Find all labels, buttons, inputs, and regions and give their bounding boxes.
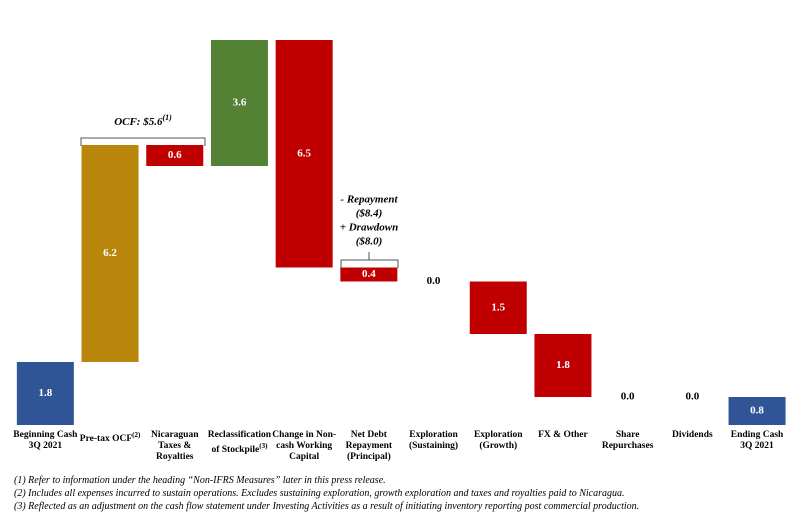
value-label: 0.0 xyxy=(427,275,441,287)
category-text: Change in Non-cash Working Capital xyxy=(272,430,337,462)
footnote: (2) Includes all expenses incurred to su… xyxy=(14,488,625,499)
debt-bracket xyxy=(340,259,399,268)
x-tick-label: Dividends xyxy=(659,430,725,441)
category-text: Nicaraguan Taxes & Royalties xyxy=(151,430,199,462)
x-tick-label: Ending Cash 3Q 2021 xyxy=(724,430,790,452)
x-tick-label: Reclassification of Stockpile(3) xyxy=(206,430,272,456)
category-text: Share Repurchases xyxy=(601,430,654,451)
bar xyxy=(728,397,786,425)
x-tick-label: Exploration (Sustaining) xyxy=(401,430,467,452)
category-text: Beginning Cash 3Q 2021 xyxy=(13,430,78,451)
bar xyxy=(81,145,139,362)
category-text: Net Debt Repayment (Principal) xyxy=(345,430,393,462)
x-tick-label: Pre-tax OCF(2) xyxy=(77,430,143,445)
value-label: 1.8 xyxy=(38,387,52,399)
value-label: 0.6 xyxy=(168,149,182,161)
x-tick-label: Nicaraguan Taxes & Royalties xyxy=(142,430,208,463)
category-text: Exploration (Sustaining) xyxy=(408,430,459,451)
bar xyxy=(469,281,527,334)
x-tick-label: FX & Other xyxy=(530,430,596,441)
ocf-label: OCF: $5.6(1) xyxy=(114,113,172,128)
bar xyxy=(16,362,74,425)
value-label: 0.4 xyxy=(362,268,376,280)
debt-line: + Drawdown xyxy=(340,222,399,234)
value-label: 1.8 xyxy=(556,359,570,371)
footnote: (1) Refer to information under the headi… xyxy=(14,475,386,486)
value-label: 3.6 xyxy=(233,97,247,109)
footnote: (3) Reflected as an adjustment on the ca… xyxy=(14,501,640,512)
value-label: 6.2 xyxy=(103,247,117,259)
value-label: 0.0 xyxy=(621,391,635,403)
category-text: Dividends xyxy=(672,430,713,440)
debt-line: - Repayment xyxy=(340,194,398,206)
category-note: (2) xyxy=(132,431,141,439)
bar xyxy=(340,267,398,282)
category-text: Exploration (Growth) xyxy=(473,430,523,451)
category-text: Ending Cash 3Q 2021 xyxy=(730,430,784,451)
value-label: 0.8 xyxy=(750,405,764,417)
category-text: Pre-tax OCF xyxy=(79,434,133,445)
value-label: 6.5 xyxy=(297,147,311,159)
x-tick-label: Net Debt Repayment (Principal) xyxy=(336,430,402,463)
bar xyxy=(210,40,268,166)
bar xyxy=(146,145,204,166)
x-tick-label: Beginning Cash 3Q 2021 xyxy=(12,430,78,452)
ocf-note: (1) xyxy=(162,113,172,122)
category-note: (3) xyxy=(259,442,268,450)
category-text: Reclassification of Stockpile xyxy=(207,430,272,456)
debt-line: ($8.4) xyxy=(356,208,383,220)
value-label: 0.0 xyxy=(685,391,699,403)
x-tick-label: Share Repurchases xyxy=(595,430,661,452)
x-tick-label: Exploration (Growth) xyxy=(465,430,531,452)
bar xyxy=(534,334,592,397)
ocf-text: OCF: $5.6 xyxy=(114,116,163,128)
category-text: FX & Other xyxy=(538,430,588,440)
bar xyxy=(275,40,333,268)
debt-line: ($8.0) xyxy=(356,236,383,248)
value-label: 1.5 xyxy=(491,301,505,313)
ocf-bracket xyxy=(80,137,206,146)
x-tick-label: Change in Non-cash Working Capital xyxy=(271,430,337,463)
